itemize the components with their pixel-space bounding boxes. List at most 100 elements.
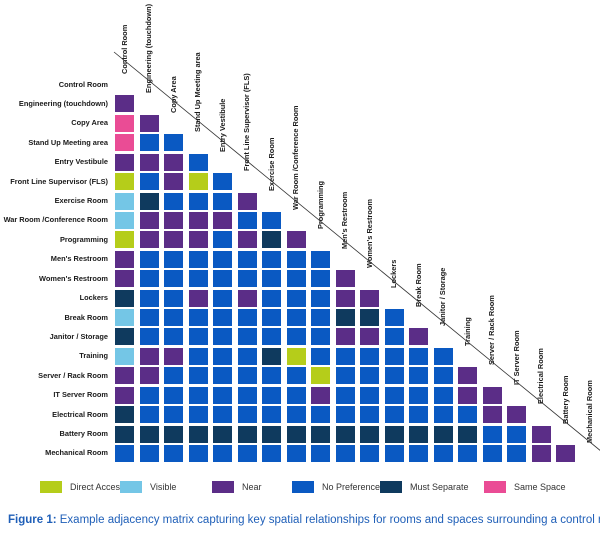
matrix-cell [237, 444, 257, 462]
row-label: Men's Restroom [50, 254, 108, 264]
matrix-cell [335, 444, 355, 462]
matrix-cell [262, 347, 281, 365]
row-label: Control Room [58, 79, 108, 89]
matrix-cell [115, 309, 134, 327]
matrix-cell [139, 211, 159, 229]
matrix-cell [335, 328, 355, 346]
row-label: Mechanical Room [45, 448, 108, 458]
matrix-cell [237, 250, 257, 268]
matrix-cell [237, 406, 257, 424]
matrix-cell [237, 328, 257, 346]
matrix-cell [188, 289, 208, 307]
matrix-cell [458, 444, 477, 462]
matrix-cell [164, 270, 183, 288]
matrix-cell [286, 250, 306, 268]
matrix-cell [311, 270, 330, 288]
matrix-cell [237, 211, 257, 229]
matrix-cell [531, 425, 551, 443]
matrix-cell [139, 367, 159, 385]
matrix-cell [139, 173, 159, 191]
row-label: Engineering (touchdown) [18, 98, 108, 108]
matrix-cell [433, 444, 453, 462]
row-label: Server / Rack Room [38, 370, 108, 380]
matrix-cell [139, 444, 159, 462]
matrix-cell [286, 425, 306, 443]
caption-text: Example adjacency matrix capturing key s… [56, 514, 600, 526]
matrix-cell [531, 444, 551, 462]
matrix-cell [115, 367, 134, 385]
matrix-cell [433, 425, 453, 443]
matrix-cell [115, 95, 134, 113]
matrix-cell [237, 289, 257, 307]
matrix-cell [164, 444, 183, 462]
row-label: Front Line Supervisor (FLS) [10, 176, 108, 186]
matrix-cell [164, 250, 183, 268]
matrix-cell [384, 425, 404, 443]
matrix-cell [458, 367, 477, 385]
matrix-cell [237, 192, 257, 210]
matrix-cell [188, 328, 208, 346]
matrix-cell [115, 386, 134, 404]
row-label: IT Server Room [53, 390, 108, 400]
matrix-cell [311, 250, 330, 268]
matrix-cell [213, 211, 232, 229]
matrix-cell [213, 367, 232, 385]
matrix-cell [139, 347, 159, 365]
matrix-cell [188, 153, 208, 171]
matrix-cell [164, 289, 183, 307]
matrix-cell [286, 231, 306, 249]
row-label: Lockers [79, 293, 108, 303]
matrix-cell [115, 153, 134, 171]
matrix-cell [482, 386, 502, 404]
row-label: Copy Area [71, 118, 108, 128]
matrix-cell [482, 406, 502, 424]
matrix-cell [164, 367, 183, 385]
matrix-cell [262, 328, 281, 346]
matrix-cell [360, 386, 379, 404]
row-label: Break Room [64, 312, 108, 322]
matrix-cell [262, 231, 281, 249]
matrix-cell [262, 309, 281, 327]
matrix-cell [164, 173, 183, 191]
matrix-cell [115, 211, 134, 229]
matrix-cell [213, 347, 232, 365]
matrix-cell [213, 192, 232, 210]
matrix-cell [311, 367, 330, 385]
matrix-cell [311, 289, 330, 307]
matrix-cell [164, 386, 183, 404]
matrix-cell [115, 444, 134, 462]
matrix-cell [384, 328, 404, 346]
matrix-cell [409, 347, 428, 365]
matrix-cell [286, 289, 306, 307]
matrix-cell [237, 367, 257, 385]
legend-label: Near [242, 482, 262, 492]
matrix-cell [115, 270, 134, 288]
matrix-cell [384, 406, 404, 424]
matrix-cell [115, 425, 134, 443]
matrix-cell [139, 270, 159, 288]
matrix-cell [458, 406, 477, 424]
matrix-cell [115, 328, 134, 346]
legend-swatch [212, 481, 234, 493]
matrix-cell [433, 386, 453, 404]
matrix-cell [556, 444, 575, 462]
matrix-cell [139, 328, 159, 346]
matrix-cell [286, 386, 306, 404]
matrix-cell [188, 367, 208, 385]
matrix-cell [213, 386, 232, 404]
matrix-cell [482, 444, 502, 462]
matrix-cell [139, 231, 159, 249]
caption-figure-number: Figure 1: [8, 514, 57, 526]
matrix-cell [213, 270, 232, 288]
matrix-cell [409, 367, 428, 385]
legend-swatch [292, 481, 314, 493]
matrix-cell [139, 386, 159, 404]
matrix-cell [164, 153, 183, 171]
matrix-cell [237, 231, 257, 249]
matrix-cell [409, 425, 428, 443]
matrix-cell [286, 328, 306, 346]
matrix-cell [164, 309, 183, 327]
matrix-cell [115, 173, 134, 191]
figure-caption: Figure 1: Example adjacency matrix captu… [8, 513, 600, 527]
